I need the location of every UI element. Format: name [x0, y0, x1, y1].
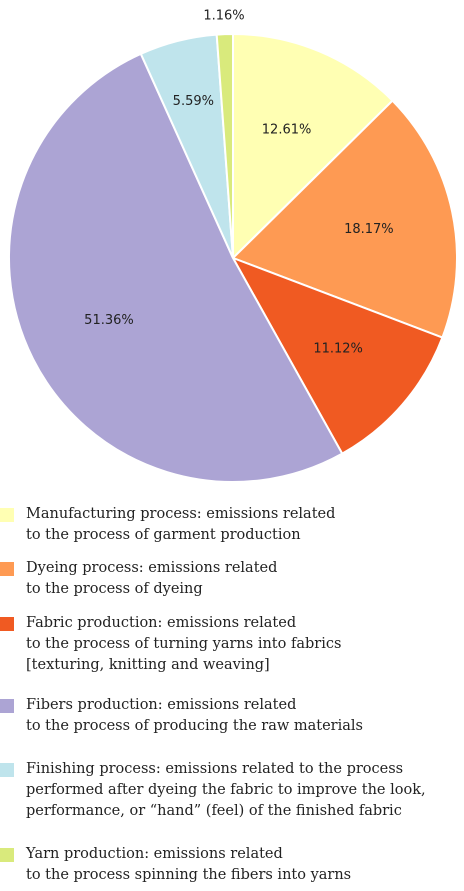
slice-label: 11.12%	[313, 341, 363, 356]
legend-swatch	[0, 763, 14, 777]
pie-labels: 12.61% 18.17% 11.12% 51.36% 5.59% 1.16%	[84, 9, 394, 357]
legend-label: Fabric production: emissions related to …	[26, 615, 342, 673]
slice-label: 51.36%	[84, 313, 134, 328]
slice-label: 12.61%	[262, 122, 312, 137]
slice-label: 5.59%	[173, 94, 214, 109]
legend-swatch	[0, 562, 14, 576]
legend-label: Dyeing process: emissions related to the…	[26, 560, 278, 597]
pie-slice	[8, 52, 344, 483]
legend-swatch	[0, 508, 14, 522]
pie-slice	[215, 32, 234, 259]
pie-slice	[232, 32, 394, 261]
legend-swatch	[0, 617, 14, 631]
pie-slice	[230, 256, 444, 455]
pie-slices	[8, 32, 458, 483]
legend-swatch	[0, 699, 14, 713]
legend-label: Fibers production: emissions related to …	[26, 697, 363, 734]
legend-label: Manufacturing process: emissions related…	[26, 506, 336, 543]
legend-swatch	[0, 848, 14, 862]
pie-chart: 12.61% 18.17% 11.12% 51.36% 5.59% 1.16%	[8, 9, 458, 483]
legend-label: Yarn production: emissions related to th…	[26, 846, 352, 883]
slice-label: 1.16%	[203, 9, 244, 24]
legend-label: Finishing process: emissions related to …	[26, 761, 426, 819]
slice-label: 18.17%	[344, 222, 394, 237]
